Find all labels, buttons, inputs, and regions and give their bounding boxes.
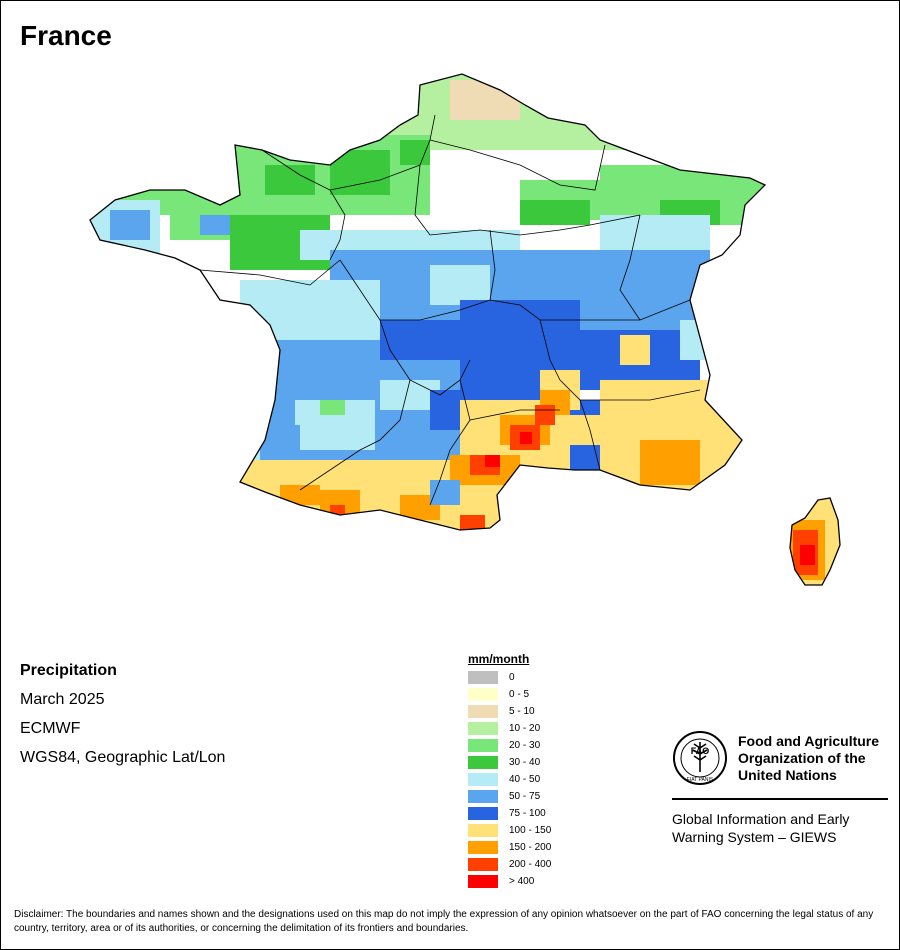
map-title: France [20,20,112,51]
legend-item: 0 - 5 [468,686,551,703]
fao-emblem-letters: FAO [691,746,710,756]
legend-title: mm/month [468,652,530,666]
legend-swatch [468,756,498,769]
legend-swatch [468,671,498,684]
precip-grid-corsica [790,498,840,585]
legend-label: 0 [509,672,515,683]
legend-item: 200 - 400 [468,856,551,873]
disclaimer: Disclaimer: The boundaries and names sho… [14,909,874,934]
legend-swatch [468,739,498,752]
legend-item: 5 - 10 [468,703,551,720]
legend-label: 40 - 50 [509,774,541,785]
giews-line-1: Global Information and Early [672,811,850,827]
map-metadata: Precipitation March 2025 ECMWF WGS84, Ge… [20,656,225,772]
org-line-2: Organization of the [738,749,866,766]
france-outline [89,73,767,531]
legend-item: 10 - 20 [468,720,551,737]
legend-label: 5 - 10 [509,706,535,717]
org-line-3: United Nations [738,766,837,783]
legend-swatch [468,841,498,854]
legend-label: 150 - 200 [509,842,552,853]
legend-swatch [468,722,498,735]
legend-label: 30 - 40 [509,757,541,768]
source-label: ECMWF [20,720,81,737]
fao-emblem-icon: FAO FIAT PANIS [673,731,727,785]
legend-label: 200 - 400 [509,859,552,870]
legend-swatch [468,773,498,786]
fao-giews-logo: FAO FIAT PANIS Food and Agriculture Orga… [672,730,888,846]
legend-item: 0 [468,669,551,686]
legend-item: 30 - 40 [468,754,551,771]
logo-divider [672,798,888,800]
legend-label: 50 - 75 [509,791,541,802]
legend-item: 100 - 150 [468,822,551,839]
legend-label: 10 - 20 [509,723,541,734]
legend-item: > 400 [468,873,551,890]
legend-label: 75 - 100 [509,808,546,819]
corsica-outline [789,497,841,586]
org-line-1: Food and Agriculture [738,732,880,749]
legend-swatch [468,705,498,718]
legend-swatch [468,807,498,820]
org-name: Food and Agriculture Organization of the… [738,733,879,784]
legend-swatch [468,790,498,803]
legend-swatch [468,858,498,871]
legend-swatch [468,688,498,701]
legend-item: 75 - 100 [468,805,551,822]
legend: mm/month 0 0 - 5 5 - 10 10 - 20 20 - 30 30 - … [468,652,551,890]
legend-label: 20 - 30 [509,740,541,751]
legend-label: 100 - 150 [509,825,552,836]
projection-label: WGS84, Geographic Lat/Lon [20,749,226,766]
fao-motto: FIAT PANIS [687,777,714,783]
legend-item: 20 - 30 [468,737,551,754]
legend-swatch [468,824,498,837]
legend-label: > 400 [509,876,535,887]
legend-items: 0 0 - 5 5 - 10 10 - 20 20 - 30 30 - 40 40 - 50… [468,669,551,890]
giews-name: Global Information and Early Warning Sys… [672,810,888,846]
period-label: March 2025 [20,691,105,708]
precipitation-map [89,73,841,586]
region-boundaries [199,114,701,506]
legend-item: 150 - 200 [468,839,551,856]
precip-grid-mainland [90,74,765,530]
legend-item: 50 - 75 [468,788,551,805]
legend-item: 40 - 50 [468,771,551,788]
legend-label: 0 - 5 [509,689,530,700]
legend-swatch [468,875,498,888]
variable-label: Precipitation [20,662,117,679]
giews-line-2: Warning System – GIEWS [672,829,837,845]
